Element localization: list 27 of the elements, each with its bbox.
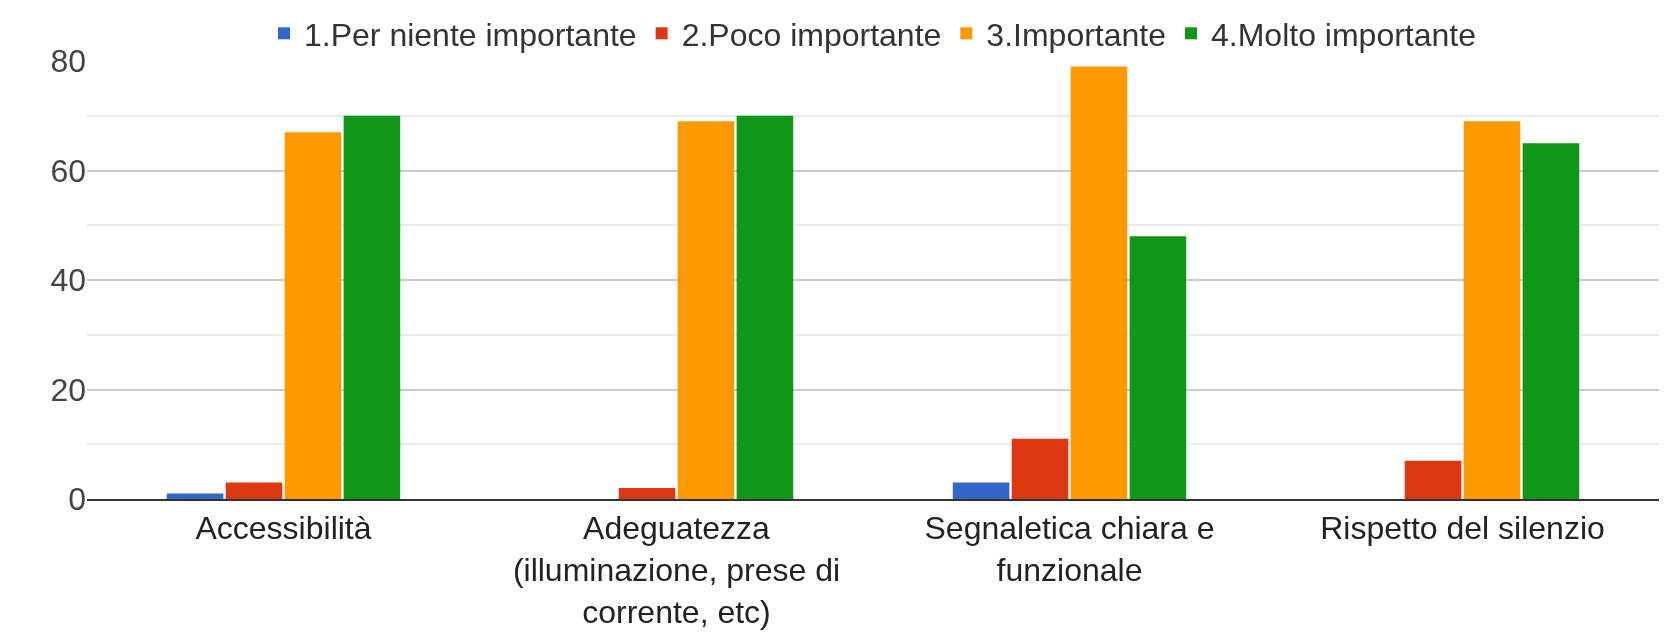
bar xyxy=(166,493,224,499)
bar xyxy=(736,115,794,499)
legend-label: 4.Molto importante xyxy=(1211,16,1477,53)
x-tick-label: Segnaletica chiara e funzionale xyxy=(924,510,1215,588)
y-tick-label: 40 xyxy=(50,262,86,299)
bar xyxy=(618,488,676,499)
bar xyxy=(1404,460,1462,499)
y-tick-label: 0 xyxy=(68,481,86,518)
bar xyxy=(1129,236,1187,499)
bar xyxy=(284,132,342,499)
bar xyxy=(1011,438,1069,499)
y-tick-label: 80 xyxy=(50,43,86,80)
x-tick-label: Rispetto del silenzio xyxy=(1320,510,1605,547)
bar xyxy=(343,115,401,499)
bar xyxy=(677,121,735,499)
y-tick-label: 60 xyxy=(50,152,86,189)
legend-label: 3.Importante xyxy=(986,16,1166,53)
legend-label: 2.Poco importante xyxy=(681,16,942,53)
x-tick-label: Adeguatezza (illuminazione, prese di corrente, etc) xyxy=(512,510,841,630)
y-tick-label: 20 xyxy=(50,371,86,408)
bar xyxy=(1522,143,1580,499)
bar xyxy=(1463,121,1521,499)
x-tick-label: Accessibilità xyxy=(195,510,372,547)
bar xyxy=(1070,66,1128,499)
bar xyxy=(952,482,1010,499)
legend-label: 1.Per niente importante xyxy=(304,16,637,53)
bar xyxy=(225,482,283,499)
